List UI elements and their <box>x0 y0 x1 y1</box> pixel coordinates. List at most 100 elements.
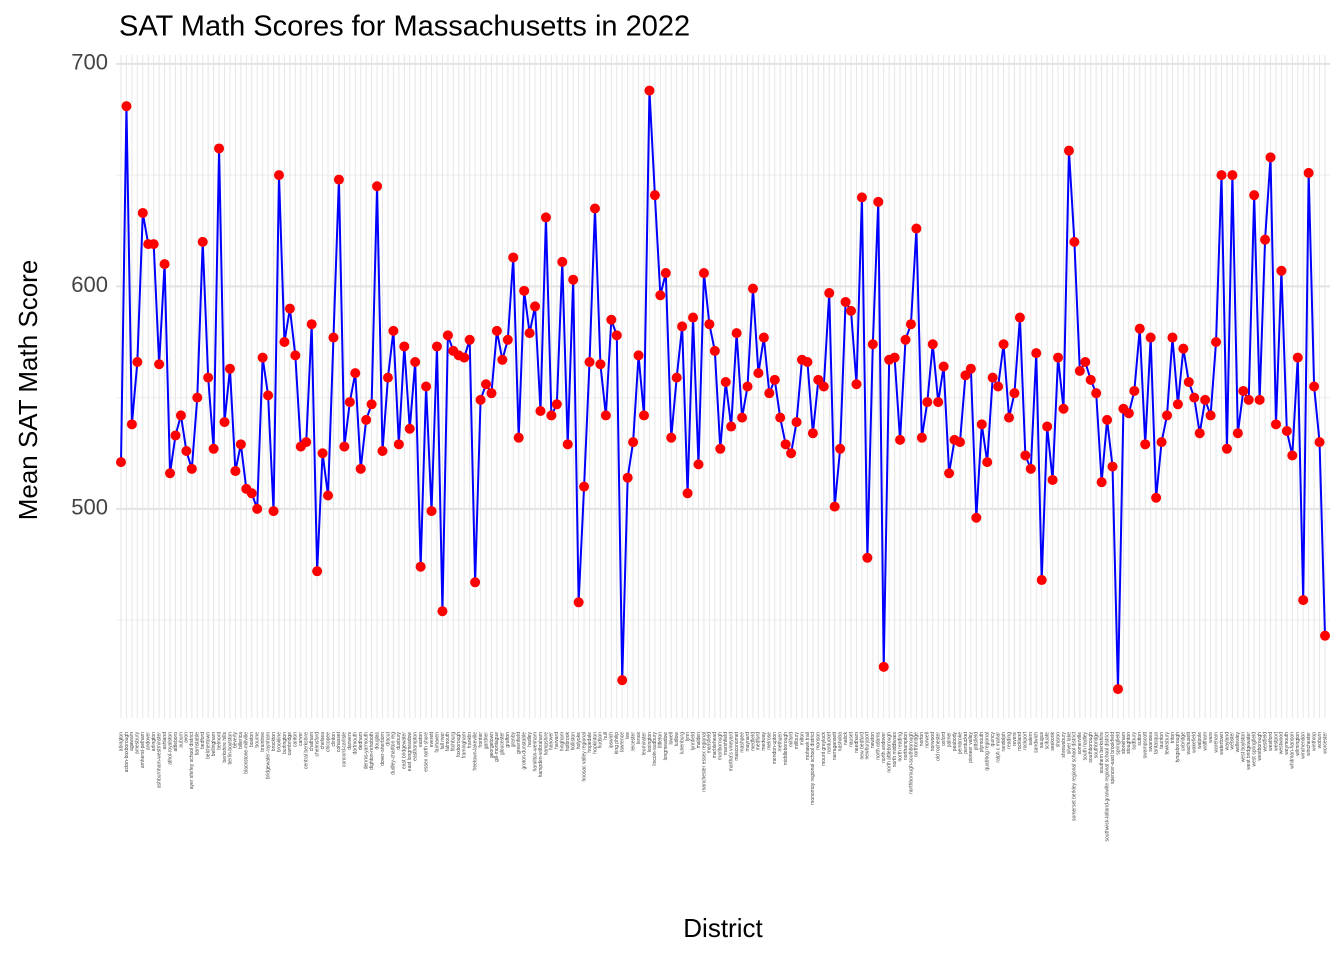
x-tick-label: saugus <box>1039 732 1045 749</box>
x-tick-label: randolph <box>1001 732 1007 752</box>
data-point <box>497 354 508 365</box>
y-tick-label: 600 <box>71 272 108 297</box>
data-point <box>399 341 410 352</box>
x-tick-label: maynard <box>745 732 751 752</box>
data-point <box>1281 425 1292 436</box>
x-tick-label: clinton <box>331 732 337 747</box>
x-tick-label: granby <box>511 732 517 748</box>
data-point <box>481 379 492 390</box>
data-point <box>873 196 884 207</box>
x-tick-label: middleborough <box>783 732 789 765</box>
data-point <box>709 345 720 356</box>
x-tick-label: seekonk <box>1050 732 1056 751</box>
x-tick-label: west bridgewater <box>1246 732 1252 770</box>
data-point <box>649 190 660 201</box>
x-tick-label: wachusett <box>1186 731 1192 754</box>
x-tick-label: dighton-rehoboth <box>369 732 375 770</box>
data-point <box>813 374 824 385</box>
data-point <box>126 419 137 430</box>
x-tick-label: palmer <box>946 732 952 748</box>
x-tick-label: lunenburg <box>679 732 685 754</box>
data-point <box>987 372 998 383</box>
x-tick-label: hopkinton <box>592 732 598 754</box>
x-tick-label: lawrence <box>620 732 626 752</box>
data-point <box>818 381 829 392</box>
data-point <box>758 332 769 343</box>
x-tick-label: cambridge <box>287 732 293 756</box>
data-point <box>1145 332 1156 343</box>
data-point <box>246 488 257 499</box>
x-tick-label: whitman-hanson <box>1290 732 1296 769</box>
data-point <box>203 372 214 383</box>
x-tick-label: manchester essex regional <box>701 732 707 792</box>
data-point <box>611 330 622 341</box>
x-tick-label: revere <box>1012 732 1018 746</box>
data-point <box>442 330 453 341</box>
data-point <box>829 501 840 512</box>
data-point <box>737 412 748 423</box>
x-tick-label: north adams <box>876 732 882 760</box>
data-point <box>197 236 208 247</box>
data-point <box>993 381 1004 392</box>
x-tick-label: woburn <box>1317 732 1323 749</box>
data-point <box>660 268 671 279</box>
data-point <box>1172 399 1183 410</box>
data-point <box>1167 332 1178 343</box>
x-tick-label: leicester <box>630 732 636 751</box>
x-tick-label: ayer shirley school district <box>189 731 195 789</box>
data-point <box>1102 414 1113 425</box>
data-point <box>1211 337 1222 348</box>
x-tick-label: weymouth <box>1284 732 1290 755</box>
x-tick-label: north andover <box>881 732 887 763</box>
x-tick-label: rockland <box>1017 732 1023 751</box>
data-point <box>1123 408 1134 419</box>
x-tick-label: chelsea <box>320 732 326 749</box>
x-tick-label: fitchburg <box>451 732 457 751</box>
data-point <box>459 352 470 363</box>
data-point <box>208 443 219 454</box>
x-axis-label: District <box>683 913 763 943</box>
data-point <box>1265 152 1276 163</box>
x-tick-label: sharon <box>1055 732 1061 748</box>
data-point <box>219 417 230 428</box>
x-tick-label: hampden-wilbraham <box>538 732 544 777</box>
x-tick-label: amesbury <box>135 732 141 754</box>
x-tick-label: groton-dunstable <box>521 732 527 770</box>
x-tick-label: belchertown <box>205 732 211 759</box>
x-tick-label: silver lake <box>1066 732 1072 754</box>
data-point <box>688 312 699 323</box>
x-tick-label: auburn <box>178 732 184 748</box>
x-tick-label: amherst-pelham <box>140 732 146 768</box>
x-tick-label: plymouth <box>979 732 985 753</box>
data-point <box>486 388 497 399</box>
chart-title: SAT Math Scores for Massachusetts in 202… <box>119 11 690 43</box>
data-point <box>1009 388 1020 399</box>
data-point <box>279 337 290 348</box>
x-tick-label: needham <box>854 732 860 753</box>
data-point <box>606 314 617 325</box>
x-tick-label: sandwich <box>1034 732 1040 753</box>
x-tick-label: norwood <box>930 732 936 751</box>
x-tick-label: southbridge <box>1094 732 1100 758</box>
x-tick-label: spencer-east brookfield <box>1110 732 1116 784</box>
data-point <box>1243 394 1254 405</box>
y-tick-label: 700 <box>71 50 108 75</box>
x-tick-label: east longmeadow <box>407 732 413 772</box>
data-point <box>535 405 546 416</box>
x-tick-label: shrewsbury <box>1061 732 1067 758</box>
x-tick-label: chicopee <box>325 732 331 752</box>
data-point <box>807 428 818 439</box>
x-tick-label: lincoln-sudbury <box>652 732 658 766</box>
x-tick-label: quincy <box>990 732 996 747</box>
x-tick-label: malden <box>696 732 702 749</box>
x-tick-label: ashburnham-westminster <box>156 732 162 788</box>
x-tick-label: easthampton <box>413 732 419 761</box>
data-point <box>1036 575 1047 586</box>
x-tick-label: lynnfield <box>690 732 696 751</box>
x-tick-label: franklin <box>467 732 473 748</box>
data-point <box>546 410 557 421</box>
x-tick-label: chelmsford <box>314 732 320 757</box>
data-point <box>862 552 873 563</box>
data-point <box>1205 410 1216 421</box>
x-tick-label: longmeadow <box>663 732 669 761</box>
